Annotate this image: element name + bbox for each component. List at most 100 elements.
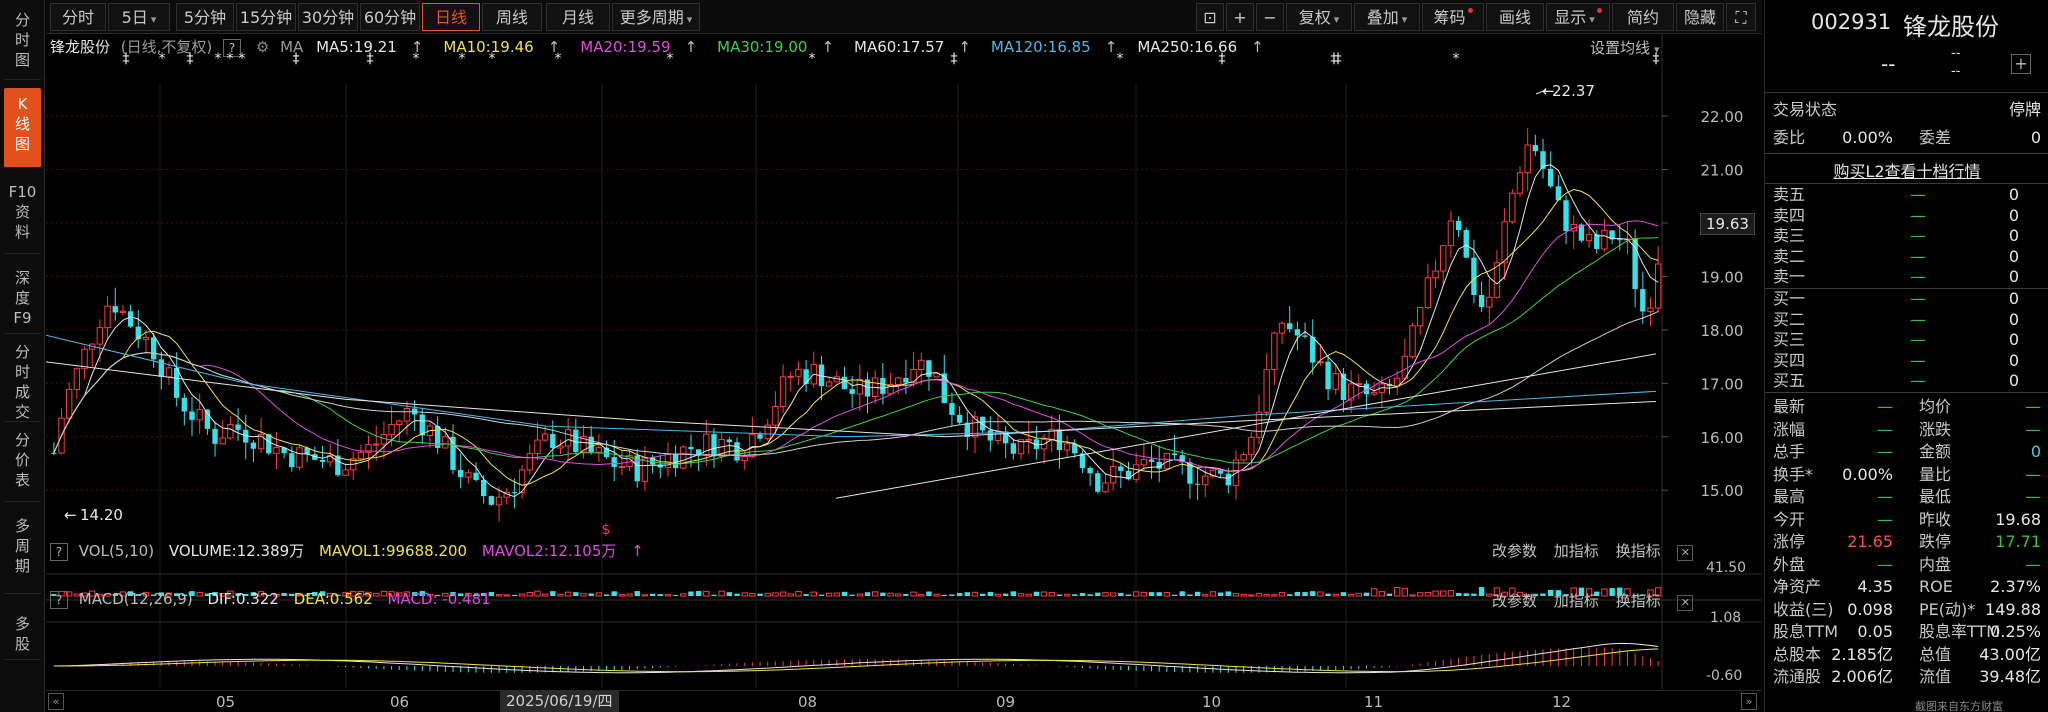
period-more-periods-button[interactable]: 更多周期 ▾ — [612, 3, 700, 31]
event-star-marker[interactable]: * — [159, 51, 166, 67]
macd-add-indicator[interactable]: 加指标 — [1553, 592, 1599, 610]
nav-trades[interactable]: 分时成交 — [4, 342, 41, 422]
nav-multiperiod[interactable]: 多周期 — [4, 510, 41, 594]
event-dagger-marker[interactable]: ‡ — [951, 51, 958, 67]
zoom-out-icon[interactable]: − — [1256, 3, 1284, 31]
event-star-marker[interactable]: * — [215, 51, 222, 67]
event-star-marker[interactable]: * — [227, 51, 234, 67]
candle-body — [1409, 325, 1416, 357]
event-star-marker[interactable]: * — [459, 51, 466, 67]
nav-multistock[interactable]: 多股 — [4, 608, 41, 660]
vol-close-icon[interactable]: ✕ — [1677, 545, 1694, 561]
macd-switch-indicator[interactable]: 换指标 — [1615, 592, 1661, 610]
event-dagger-marker[interactable]: ‡ — [367, 51, 374, 67]
macd-help-button[interactable]: ? — [50, 591, 68, 609]
event-star-marker[interactable]: * — [413, 51, 420, 67]
vol-mavol1-value: MAVOL1:99688.200 — [318, 542, 468, 560]
tool-fuquan-button[interactable]: 复权 ▾ — [1286, 3, 1352, 31]
candle-body — [1325, 361, 1331, 390]
candle-body — [941, 373, 947, 404]
period-15min-button[interactable]: 15分钟 — [236, 3, 296, 31]
period-60min-button[interactable]: 60分钟 — [360, 3, 420, 31]
tool-display-button[interactable]: 显示 ▾ — [1546, 3, 1610, 31]
event-dagger-marker[interactable]: ‡ — [123, 51, 130, 67]
tool-chips-button[interactable]: 筹码 — [1422, 3, 1484, 31]
period-monthly-button[interactable]: 月线 — [546, 3, 610, 31]
candle-body — [856, 378, 864, 395]
zoom-in-icon[interactable]: + — [1226, 3, 1254, 31]
volume-bar — [518, 593, 526, 597]
event-dagger-marker[interactable]: ‡ — [187, 51, 194, 67]
nav-f10[interactable]: F10 资料 — [4, 176, 41, 254]
macd-close-icon[interactable]: ✕ — [1677, 595, 1694, 611]
volume-bar — [1340, 592, 1347, 596]
crop-icon[interactable]: ⊡ — [1196, 3, 1224, 31]
chevron-down-icon: ▾ — [150, 13, 157, 26]
period-label: 月线 — [561, 8, 594, 27]
vol-add-indicator[interactable]: 加指标 — [1553, 542, 1599, 560]
event-star-marker[interactable]: * — [239, 51, 246, 67]
ma-legend-item: MA120:16.85 ↑ — [991, 38, 1127, 56]
candle-body — [51, 452, 57, 454]
volume-bar — [695, 591, 702, 596]
nav-fenshi[interactable]: 分时图 — [4, 4, 41, 80]
event-dagger-marker[interactable]: ‡ — [1335, 51, 1342, 67]
stat-label: 最新 — [1773, 397, 1806, 416]
period-5min-button[interactable]: 5分钟 — [176, 3, 234, 31]
add-watchlist-button[interactable]: + — [2011, 54, 2031, 74]
period-30min-button[interactable]: 30分钟 — [298, 3, 358, 31]
macd-modify-params[interactable]: 改参数 — [1492, 592, 1538, 610]
l2-purchase-link[interactable]: 购买L2查看十档行情 — [1765, 158, 2048, 182]
dividend-marker[interactable]: $ — [602, 522, 611, 538]
period-weekly-button[interactable]: 周线 — [482, 3, 542, 31]
event-dagger-marker[interactable]: ‡ — [1219, 51, 1226, 67]
event-dagger-marker[interactable]: ‡ — [293, 51, 300, 67]
volume-help-button[interactable]: ? — [50, 543, 68, 561]
stat-label: 量比 — [1919, 464, 1952, 484]
period-5day-button[interactable]: 5日 ▾ — [108, 3, 170, 31]
vol-modify-params[interactable]: 改参数 — [1492, 542, 1538, 560]
nav-depth[interactable]: 深度 F9 — [4, 262, 41, 334]
candle-body — [396, 420, 403, 425]
volume-bar — [1217, 592, 1224, 596]
event-star-marker[interactable]: * — [1453, 51, 1460, 67]
event-star-marker[interactable]: * — [809, 51, 816, 67]
event-dagger-marker[interactable]: ‡ — [1653, 51, 1660, 67]
nav-pricetable[interactable]: 分价表 — [4, 424, 41, 502]
stat-value: 4.35 — [1857, 577, 1893, 596]
gear-icon[interactable]: ⚙ — [255, 38, 270, 56]
scroll-left-button[interactable]: « — [48, 693, 64, 710]
event-star-marker[interactable]: * — [555, 51, 562, 67]
volume-bar — [1440, 590, 1447, 597]
period-daily-button[interactable]: 日线 — [422, 3, 480, 31]
stat-label: 总值 — [1919, 644, 1952, 664]
kline-chart[interactable]: ‡ * ‡ * * * ‡ ‡ * * * * * * ‡ * ‡ ‡‡ * ‡22.37←← 14.20$ 22.00… — [46, 34, 1762, 689]
volume-bar — [649, 593, 656, 596]
tool-hide-button[interactable]: 隐藏 — [1676, 3, 1724, 31]
fullscreen-icon[interactable]: ⛶ — [1726, 3, 1756, 31]
tool-simple-button[interactable]: 简约 — [1612, 3, 1674, 31]
help-button[interactable]: ? — [223, 39, 242, 57]
period-fenshi-button[interactable]: 分时 — [50, 3, 106, 31]
volume-bar — [289, 593, 295, 596]
scroll-right-button[interactable]: » — [1741, 693, 1757, 710]
tool-draw-button[interactable]: 画线 — [1486, 3, 1544, 31]
candle-body — [841, 376, 848, 390]
volume-bar — [1563, 594, 1569, 596]
event-dagger-marker[interactable]: ‡ — [1331, 51, 1338, 67]
macd-indicator-name[interactable]: MACD(12,26,9) — [78, 590, 193, 608]
vol-indicator-name[interactable]: VOL(5,10) — [78, 542, 155, 560]
volume-bar — [373, 592, 380, 597]
vol-switch-indicator[interactable]: 换指标 — [1615, 542, 1661, 560]
chevron-down-icon: ▾ — [1589, 13, 1595, 26]
period-label: 更多周期 — [619, 8, 684, 27]
nav-trades-char: 交 — [14, 403, 30, 421]
event-star-marker[interactable]: * — [1117, 51, 1124, 67]
tool-overlay-button[interactable]: 叠加 ▾ — [1354, 3, 1420, 31]
event-star-marker[interactable]: * — [667, 51, 674, 67]
ma-settings-link[interactable]: 设置均线 ▾ — [1590, 39, 1660, 57]
volume-bar — [757, 593, 763, 596]
macd-y-top: 1.08 — [1710, 610, 1742, 626]
event-star-marker[interactable]: * — [489, 51, 496, 67]
